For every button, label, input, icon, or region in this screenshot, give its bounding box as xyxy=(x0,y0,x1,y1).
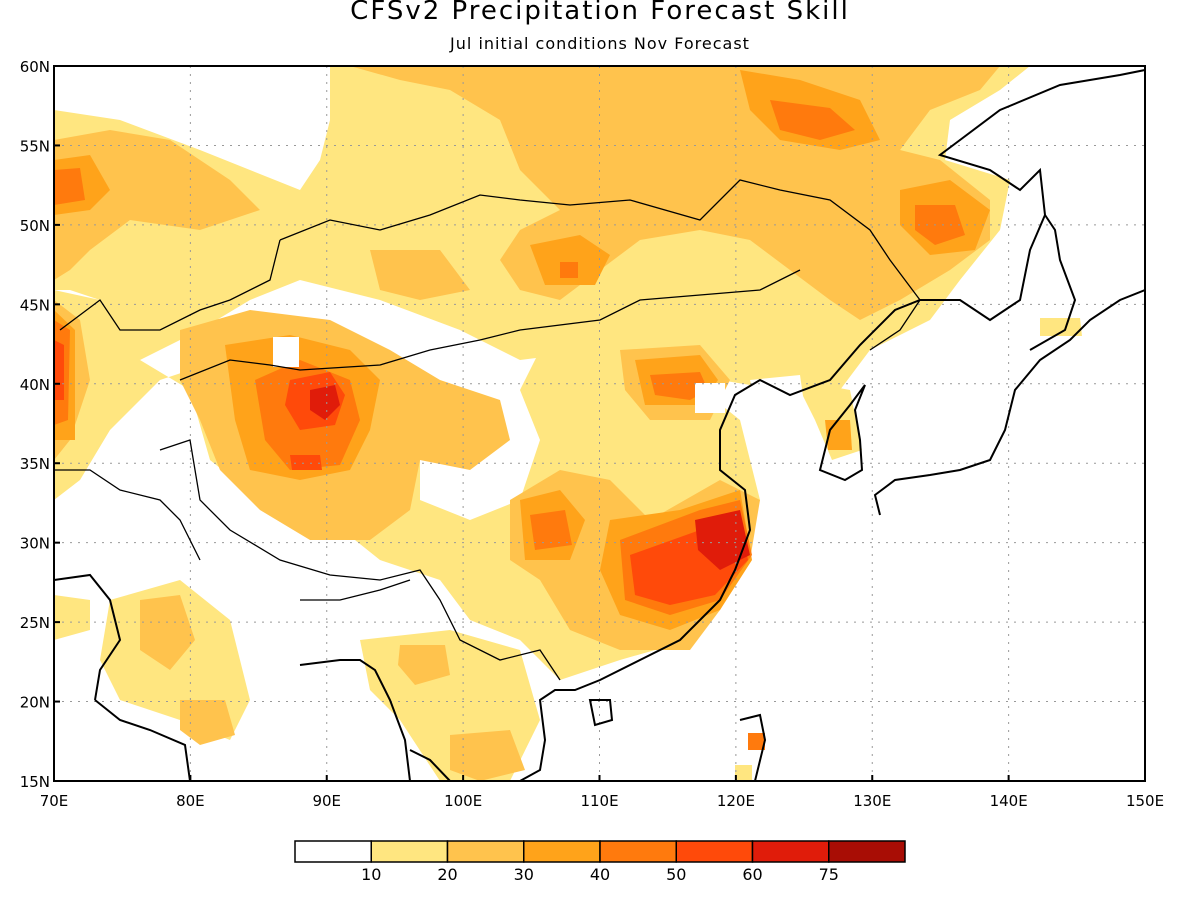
x-tick-label: 80E xyxy=(176,792,205,810)
y-tick-label: 55N xyxy=(20,137,50,155)
y-tick-label: 45N xyxy=(20,296,50,314)
y-tick-label: 20N xyxy=(20,694,50,712)
y-tick-label: 25N xyxy=(20,614,50,632)
x-tick-label: 90E xyxy=(312,792,341,810)
colorbar: 10 20 30 40 50 60 75 xyxy=(294,840,906,884)
colorbar-swatch xyxy=(599,840,677,863)
colorbar-swatch xyxy=(751,840,830,863)
x-tick-label: 110E xyxy=(580,792,618,810)
y-tick-label: 15N xyxy=(20,773,50,791)
skill-shading xyxy=(54,66,1082,781)
colorbar-swatch xyxy=(828,840,906,863)
x-tick-label: 120E xyxy=(717,792,755,810)
colorbar-label: 40 xyxy=(590,865,610,884)
x-tick-label: 70E xyxy=(40,792,69,810)
x-axis-ticks: 70E 80E 90E 100E 110E 120E 130E 140E 150E xyxy=(40,775,1164,810)
country-borders xyxy=(54,179,921,681)
map-subtitle: Jul initial conditions Nov Forecast xyxy=(450,34,750,53)
colorbar-label: 20 xyxy=(437,865,457,884)
colorbar-label: 30 xyxy=(514,865,534,884)
colorbar-swatch xyxy=(523,840,601,863)
colorbar-label: 10 xyxy=(361,865,381,884)
y-tick-label: 30N xyxy=(20,535,50,553)
y-tick-label: 35N xyxy=(20,455,50,473)
y-tick-label: 50N xyxy=(20,217,50,235)
colorbar-label: 50 xyxy=(666,865,686,884)
colorbar-label: 75 xyxy=(819,865,839,884)
colorbar-swatch xyxy=(370,840,449,863)
y-tick-label: 60N xyxy=(20,58,50,76)
colorbar-label: 60 xyxy=(742,865,762,884)
colorbar-swatch xyxy=(446,840,525,863)
x-tick-label: 150E xyxy=(1126,792,1164,810)
x-tick-label: 140E xyxy=(990,792,1028,810)
colorbar-swatch xyxy=(675,840,754,863)
x-tick-label: 130E xyxy=(853,792,891,810)
x-tick-label: 100E xyxy=(444,792,482,810)
y-axis-ticks: 60N 55N 50N 45N 40N 35N 30N 25N 20N 15N xyxy=(20,58,60,791)
map-title: CFSv2 Precipitation Forecast Skill xyxy=(350,0,850,26)
gridlines xyxy=(54,66,1145,781)
colorbar-swatch xyxy=(294,840,372,863)
masked-cells xyxy=(273,337,805,420)
coastlines xyxy=(54,69,1145,781)
y-tick-label: 40N xyxy=(20,376,50,394)
